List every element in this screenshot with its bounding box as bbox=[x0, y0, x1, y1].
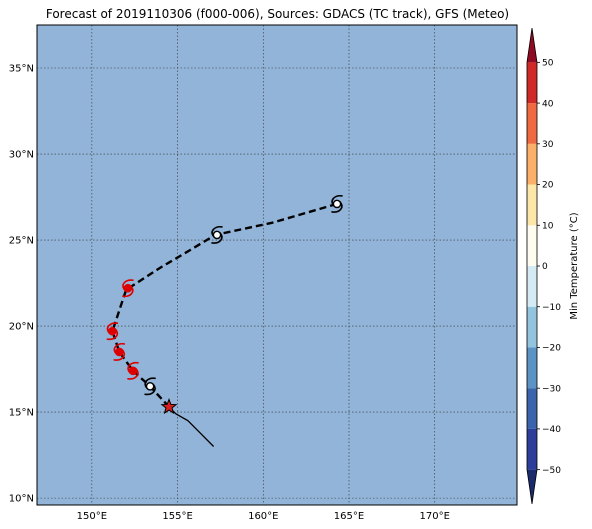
plot-frame bbox=[36, 24, 518, 506]
lat-tick-label: 35°N bbox=[9, 64, 34, 75]
cyclone-icon bbox=[127, 361, 139, 380]
colorbar-bin bbox=[527, 347, 537, 389]
colorbar-tick-label: 40 bbox=[542, 99, 554, 109]
cyclone-icon bbox=[211, 225, 223, 244]
cyclone-icon bbox=[106, 322, 119, 341]
graticule bbox=[37, 25, 517, 505]
ocean-background bbox=[37, 25, 517, 505]
colorbar-tick-label: −40 bbox=[542, 425, 561, 435]
current-position bbox=[160, 398, 178, 415]
lat-tick-label: 10°N bbox=[9, 494, 34, 505]
cyclone-icon bbox=[331, 194, 343, 213]
colorbar-tick-label: −10 bbox=[542, 303, 561, 313]
temperature-colorbar: 50 40 30 20 10 0 −10 −20 −30 −40 −50 bbox=[526, 27, 561, 505]
axis-ticks: 150°E 155°E 160°E 165°E 170°E 10°N 15°N 20°N 25°… bbox=[9, 64, 450, 522]
colorbar-bin bbox=[527, 62, 537, 104]
colorbar-label: Min Temperature (°C) bbox=[569, 212, 580, 319]
colorbar-bin bbox=[527, 266, 537, 307]
cyclone-eye bbox=[123, 283, 133, 293]
cyclone-icon bbox=[144, 377, 156, 396]
colorbar-bin bbox=[527, 428, 537, 470]
colorbar-bin bbox=[527, 143, 537, 185]
colorbar-bin bbox=[527, 225, 537, 266]
cyclone-symbols bbox=[106, 194, 343, 396]
cyclone-eye bbox=[145, 381, 155, 391]
lon-tick-label: 160°E bbox=[248, 511, 278, 522]
lon-tick-label: 155°E bbox=[162, 511, 192, 522]
colorbar-bin bbox=[527, 184, 537, 226]
star-icon bbox=[160, 398, 178, 415]
colorbar-tick-label: 50 bbox=[542, 59, 554, 69]
colorbar-bin bbox=[527, 103, 537, 144]
cyclone-eye bbox=[332, 199, 342, 209]
observed-track-line bbox=[168, 406, 215, 447]
colorbar-tick-label: −20 bbox=[542, 344, 561, 354]
colorbar-tick-label: −30 bbox=[542, 384, 561, 394]
cyclone-eye bbox=[128, 366, 138, 376]
map-title: Forecast of 2019110306 (f000-006), Sourc… bbox=[45, 7, 510, 21]
colorbar-bin bbox=[527, 388, 537, 429]
colorbar-extend-max bbox=[527, 28, 537, 63]
colorbar-tick-label: 30 bbox=[542, 140, 554, 150]
colorbar-extend-min bbox=[527, 469, 537, 504]
lon-tick-label: 170°E bbox=[420, 511, 450, 522]
cyclone-eye bbox=[108, 326, 117, 336]
lon-tick-label: 150°E bbox=[77, 511, 107, 522]
cyclone-eye bbox=[115, 347, 124, 357]
cyclone-icon bbox=[122, 279, 134, 298]
colorbar-tick-label: 10 bbox=[542, 221, 554, 231]
lat-tick-label: 20°N bbox=[9, 322, 34, 333]
colorbar-tick-label: 20 bbox=[542, 181, 554, 191]
lat-tick-label: 25°N bbox=[9, 236, 34, 247]
colorbar-bin bbox=[527, 306, 537, 348]
cyclone-eye bbox=[212, 230, 222, 240]
lat-tick-label: 30°N bbox=[9, 150, 34, 161]
lon-tick-label: 165°E bbox=[334, 511, 364, 522]
cyclone-icon bbox=[113, 342, 126, 361]
colorbar-tick-label: 0 bbox=[542, 262, 548, 272]
colorbar-tick-label: −50 bbox=[542, 466, 561, 476]
lat-tick-label: 15°N bbox=[9, 408, 34, 419]
observed-track bbox=[168, 406, 215, 447]
